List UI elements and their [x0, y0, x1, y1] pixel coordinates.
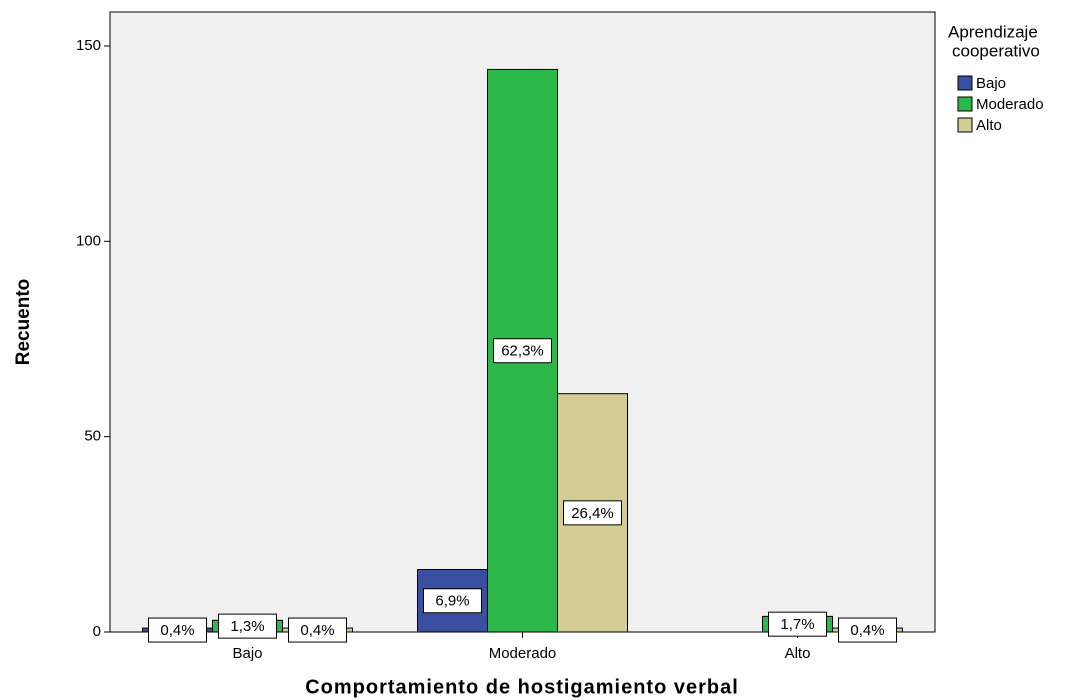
legend-label: Bajo: [976, 75, 1006, 92]
legend-swatch: [957, 75, 973, 91]
legend-swatch: [957, 117, 973, 133]
legend-label: Moderado: [976, 96, 1044, 113]
data-label: 0,4%: [850, 622, 884, 639]
x-axis-label: Comportamiento de hostigamiento verbal: [305, 676, 739, 698]
data-label: 0,4%: [160, 622, 194, 639]
legend-label: Alto: [976, 117, 1002, 134]
data-label-box: [838, 617, 897, 643]
y-tick-label: 100: [76, 232, 101, 249]
y-tick-label: 50: [84, 428, 101, 445]
data-label-box: [768, 611, 827, 637]
legend-title: Aprendizaje: [948, 22, 1038, 41]
data-label-box: [288, 617, 347, 643]
data-label: 26,4%: [571, 505, 614, 522]
x-tick-label: Alto: [785, 645, 811, 662]
data-label-box: [563, 500, 622, 526]
data-label-box: [148, 617, 207, 643]
legend-title: cooperativo: [952, 41, 1040, 60]
data-label: 62,3%: [501, 343, 544, 360]
x-tick-label: Bajo: [232, 645, 262, 662]
data-label: 6,9%: [435, 593, 469, 610]
legend-swatch: [957, 96, 973, 112]
data-label-box: [218, 613, 277, 639]
data-label: 1,7%: [780, 616, 814, 633]
data-label: 0,4%: [300, 622, 334, 639]
data-label: 1,3%: [230, 618, 264, 635]
data-label-box: [423, 588, 482, 614]
y-tick-label: 0: [93, 623, 101, 640]
y-axis-label: Recuento: [13, 279, 34, 366]
data-label-box: [493, 338, 552, 364]
y-tick-label: 150: [76, 37, 101, 54]
x-tick-label: Moderado: [489, 645, 557, 662]
